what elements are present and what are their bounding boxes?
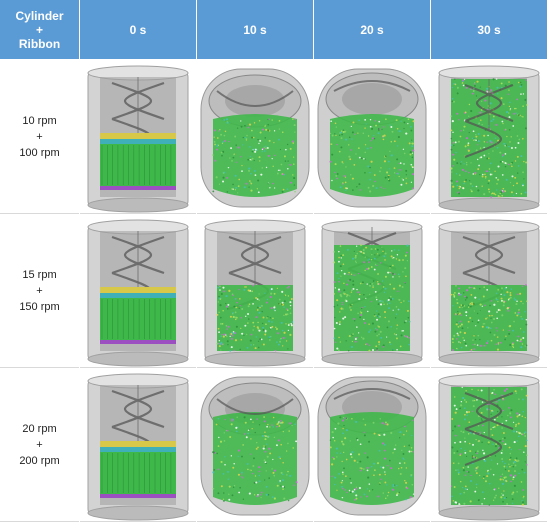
ribbon-speed: 150 rpm — [19, 300, 60, 313]
cylinder-mixer-render — [204, 219, 306, 366]
simulation-snapshot — [431, 368, 547, 522]
row-label-2: 15 rpm +150 rpm — [0, 214, 79, 368]
corner-line-2: + — [35, 22, 43, 37]
simulation-snapshot — [314, 368, 430, 522]
cylinder-speed: 10 rpm — [22, 114, 57, 127]
simulation-snapshot — [314, 214, 430, 368]
simulation-snapshot — [431, 214, 547, 368]
cylinder-mixer-render — [321, 219, 423, 366]
time-header-30: 30 s — [431, 0, 547, 60]
simulation-snapshot — [197, 368, 313, 522]
simulation-snapshot — [197, 60, 313, 214]
cylinder-mixer-render — [438, 65, 540, 212]
simulation-snapshot — [80, 60, 196, 214]
cylinder-mixer-render — [87, 219, 189, 366]
time-header-20: 20 s — [314, 0, 430, 60]
plus-sign: + — [36, 438, 43, 451]
simulation-snapshot — [314, 60, 430, 214]
cylinder-mixer-render — [200, 376, 310, 515]
row-label-3: 20 rpm +200 rpm — [0, 368, 79, 522]
cylinder-mixer-render — [438, 219, 540, 366]
corner-line-3: Ribbon — [18, 36, 61, 51]
corner-header: Cylinder + Ribbon — [0, 0, 79, 60]
corner-line-1: Cylinder — [15, 8, 64, 23]
cylinder-speed: 15 rpm — [22, 268, 57, 281]
ribbon-speed: 200 rpm — [19, 454, 60, 467]
simulation-snapshot — [197, 214, 313, 368]
time-header-10: 10 s — [197, 0, 313, 60]
cylinder-mixer-render — [317, 68, 427, 207]
cylinder-mixer-render — [87, 373, 189, 520]
simulation-snapshot — [431, 60, 547, 214]
cylinder-mixer-render — [87, 65, 189, 212]
plus-sign: + — [36, 130, 43, 143]
cylinder-speed: 20 rpm — [22, 422, 57, 435]
row-label-1: 10 rpm +100 rpm — [0, 60, 79, 214]
cylinder-mixer-render — [438, 373, 540, 520]
simulation-snapshot — [80, 214, 196, 368]
ribbon-speed: 100 rpm — [19, 146, 60, 159]
simulation-snapshot — [80, 368, 196, 522]
plus-sign: + — [36, 284, 43, 297]
time-header-0: 0 s — [80, 0, 196, 60]
cylinder-mixer-render — [317, 376, 427, 515]
cylinder-mixer-render — [200, 68, 310, 207]
